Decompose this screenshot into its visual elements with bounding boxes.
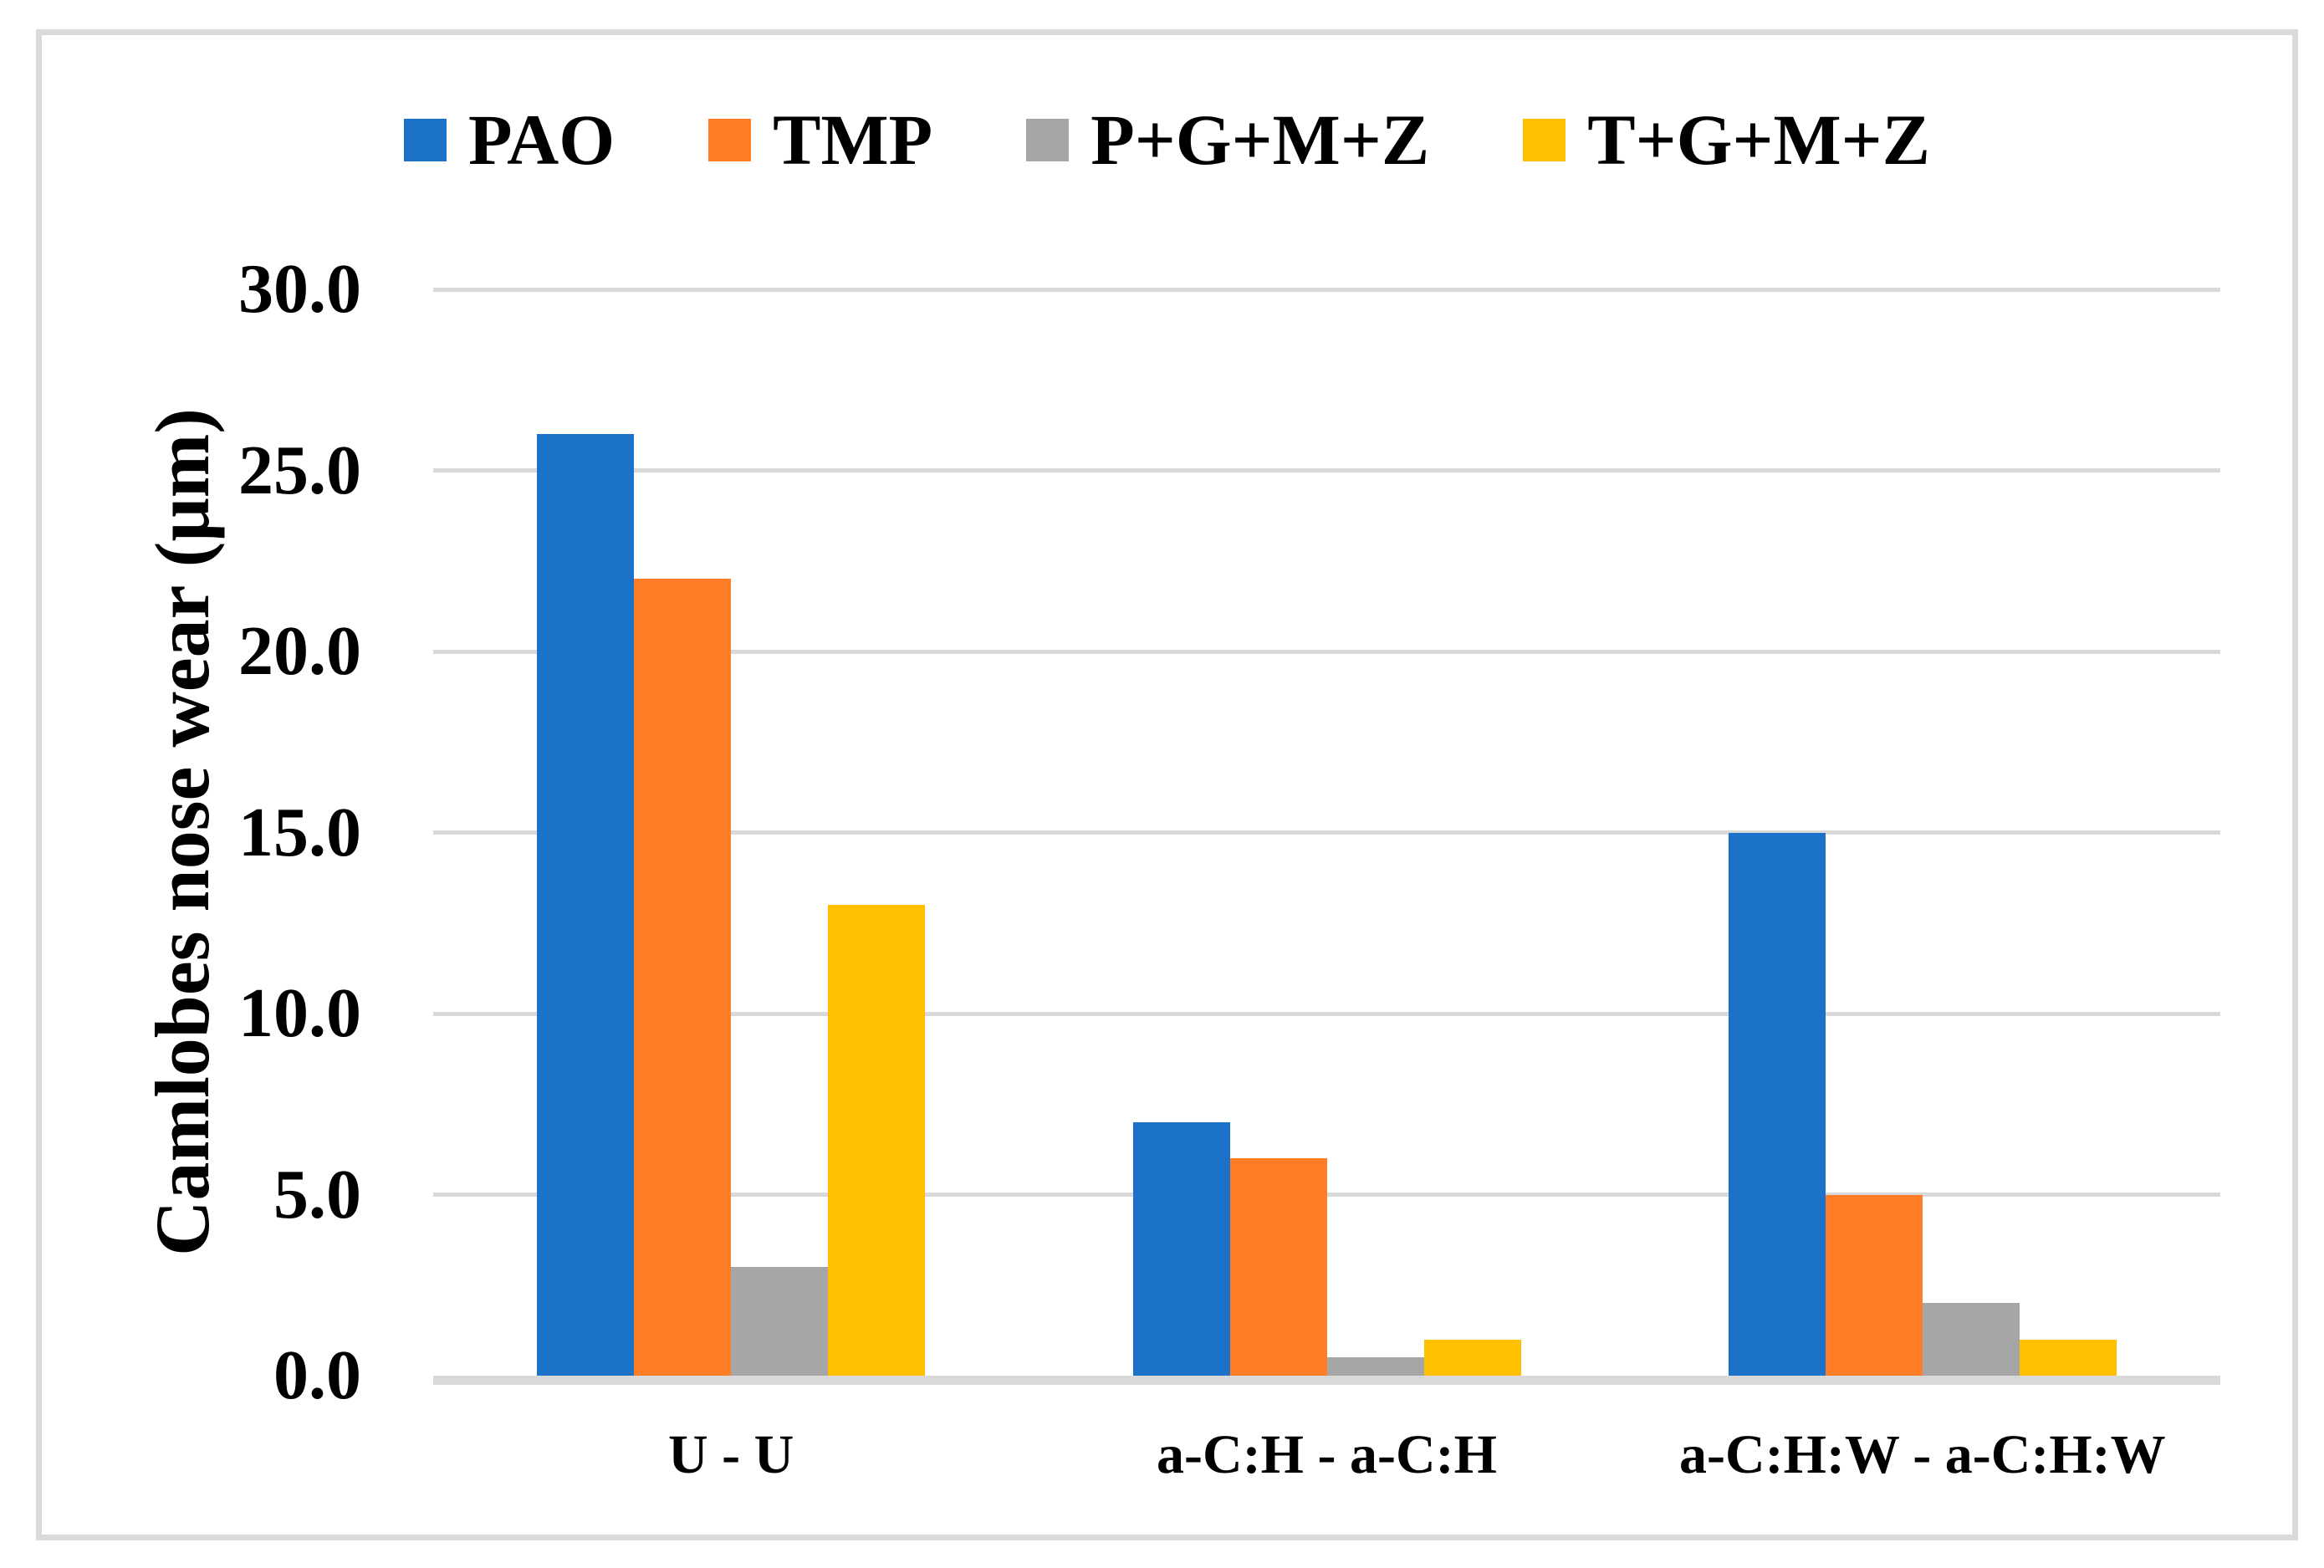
legend-item-P+G+M+Z: P+G+M+Z	[1026, 104, 1429, 176]
legend-item-T+G+M+Z: T+G+M+Z	[1523, 104, 1930, 176]
chart-frame-border	[36, 29, 2298, 1540]
bar-P+G+M+Z-a-C:H - a-C:H	[1326, 1357, 1424, 1376]
bar-P+G+M+Z-a-C:H:W - a-C:H:W	[1922, 1303, 2020, 1376]
bar-TMP-a-C:H:W - a-C:H:W	[1825, 1194, 1923, 1376]
bar-PAO-a-C:H - a-C:H	[1132, 1121, 1230, 1376]
legend-label: P+G+M+Z	[1090, 100, 1430, 180]
y-tick-label-20.0: 20.0	[238, 612, 361, 690]
legend-swatch-icon	[1026, 118, 1070, 161]
gridline-y-30	[433, 287, 2220, 292]
legend-swatch-icon	[708, 118, 752, 161]
y-tick-label-25.0: 25.0	[238, 431, 361, 509]
gridline-y-20	[433, 649, 2220, 654]
bar-TMP-a-C:H - a-C:H	[1229, 1158, 1327, 1376]
legend-label: T+G+M+Z	[1587, 100, 1931, 180]
y-axis-title: Camlobes nose wear (μm)	[140, 408, 225, 1256]
y-tick-label-10.0: 10.0	[238, 974, 361, 1052]
y-tick-label-0.0: 0.0	[273, 1336, 361, 1414]
legend-swatch-icon	[1523, 118, 1566, 161]
bar-P+G+M+Z-U - U	[731, 1267, 829, 1376]
bar-PAO-a-C:H:W - a-C:H:W	[1728, 832, 1826, 1376]
gridline-y-25	[433, 468, 2220, 472]
legend-item-TMP: TMP	[708, 104, 932, 176]
bar-T+G+M+Z-a-C:H - a-C:H	[1423, 1339, 1521, 1376]
x-category-label-U - U: U - U	[668, 1424, 794, 1485]
x-category-label-a-C:H:W - a-C:H:W: a-C:H:W - a-C:H:W	[1678, 1424, 2166, 1485]
y-tick-label-5.0: 5.0	[273, 1155, 361, 1233]
bar-PAO-U - U	[537, 434, 635, 1376]
legend-swatch-icon	[403, 118, 447, 161]
legend-label: PAO	[467, 100, 615, 180]
x-category-label-a-C:H - a-C:H: a-C:H - a-C:H	[1157, 1424, 1497, 1485]
legend-label: TMP	[773, 100, 933, 180]
y-tick-label-30.0: 30.0	[238, 250, 361, 328]
bar-T+G+M+Z-U - U	[828, 905, 926, 1376]
x-axis-line	[433, 1376, 2220, 1385]
legend: PAO TMP P+G+M+Z T+G+M+Z	[36, 94, 2298, 186]
legend-item-PAO: PAO	[403, 100, 615, 180]
bar-T+G+M+Z-a-C:H:W - a-C:H:W	[2019, 1339, 2117, 1376]
gridline-y-10	[433, 1011, 2220, 1016]
gridline-y-15	[433, 830, 2220, 835]
gridline-y-5	[433, 1193, 2220, 1197]
bar-TMP-U - U	[634, 579, 732, 1376]
y-tick-label-15.0: 15.0	[238, 793, 361, 871]
